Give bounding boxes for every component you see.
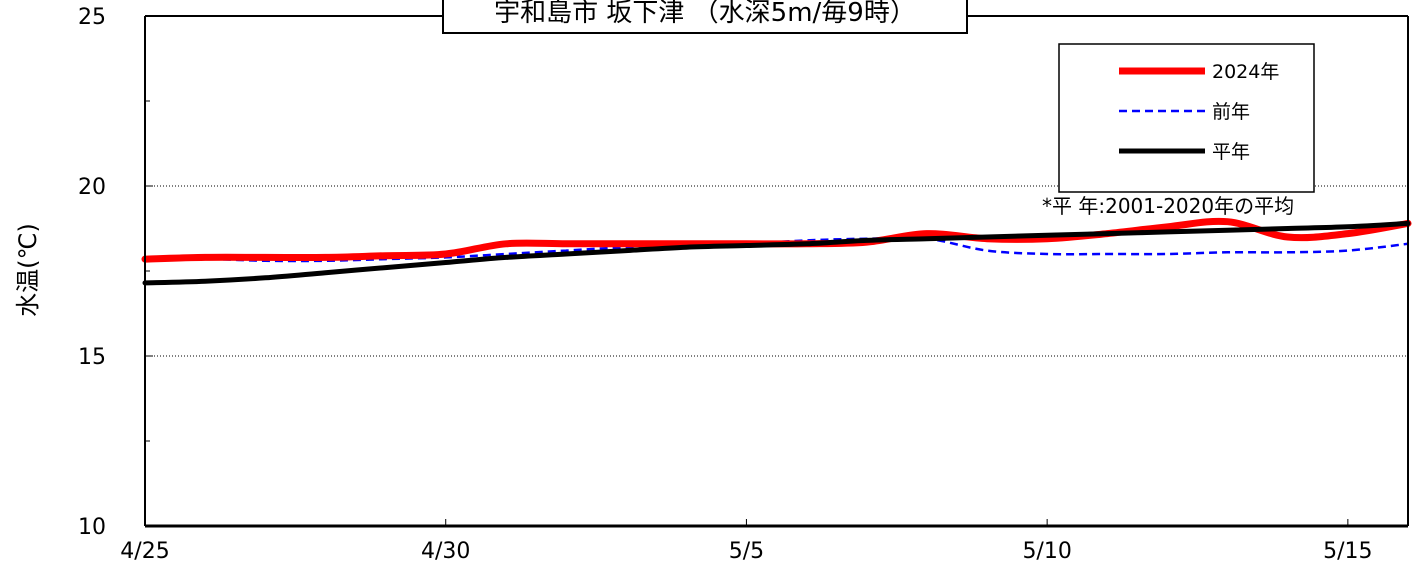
tick-labels: 4/25 4/30 5/5 5/10 5/15 10 15 20 25 (78, 5, 1373, 564)
x-tick-label: 4/25 (120, 539, 169, 564)
legend-label-1: 前年 (1212, 101, 1250, 123)
y-tick-label: 10 (78, 515, 106, 540)
grid (145, 185, 1408, 357)
legend-label-2: 平年 (1212, 141, 1250, 163)
legend-label-0: 2024年 (1212, 61, 1279, 83)
series-line-0 (141, 217, 1412, 263)
x-tick-label: 5/10 (1022, 539, 1071, 564)
y-tick-label: 20 (78, 175, 106, 200)
chart-title-box: 宇和島市 坂下津 （水深5m/毎9時） (442, 0, 968, 34)
x-tick-label: 5/15 (1323, 539, 1372, 564)
note-text: *平 年:2001-2020年の平均 (1042, 194, 1294, 218)
y-tick-label: 25 (78, 5, 106, 30)
chart-title: 宇和島市 坂下津 （水深5m/毎9時） (494, 0, 916, 28)
x-tick-label: 5/5 (729, 539, 764, 564)
series-lines (141, 217, 1412, 286)
y-axis-label: 水温(℃) (14, 223, 42, 317)
series-line-2 (142, 220, 1411, 286)
x-tick-label: 4/30 (421, 539, 470, 564)
chart-title-frame (442, 0, 968, 34)
y-tick-label: 15 (78, 345, 106, 370)
